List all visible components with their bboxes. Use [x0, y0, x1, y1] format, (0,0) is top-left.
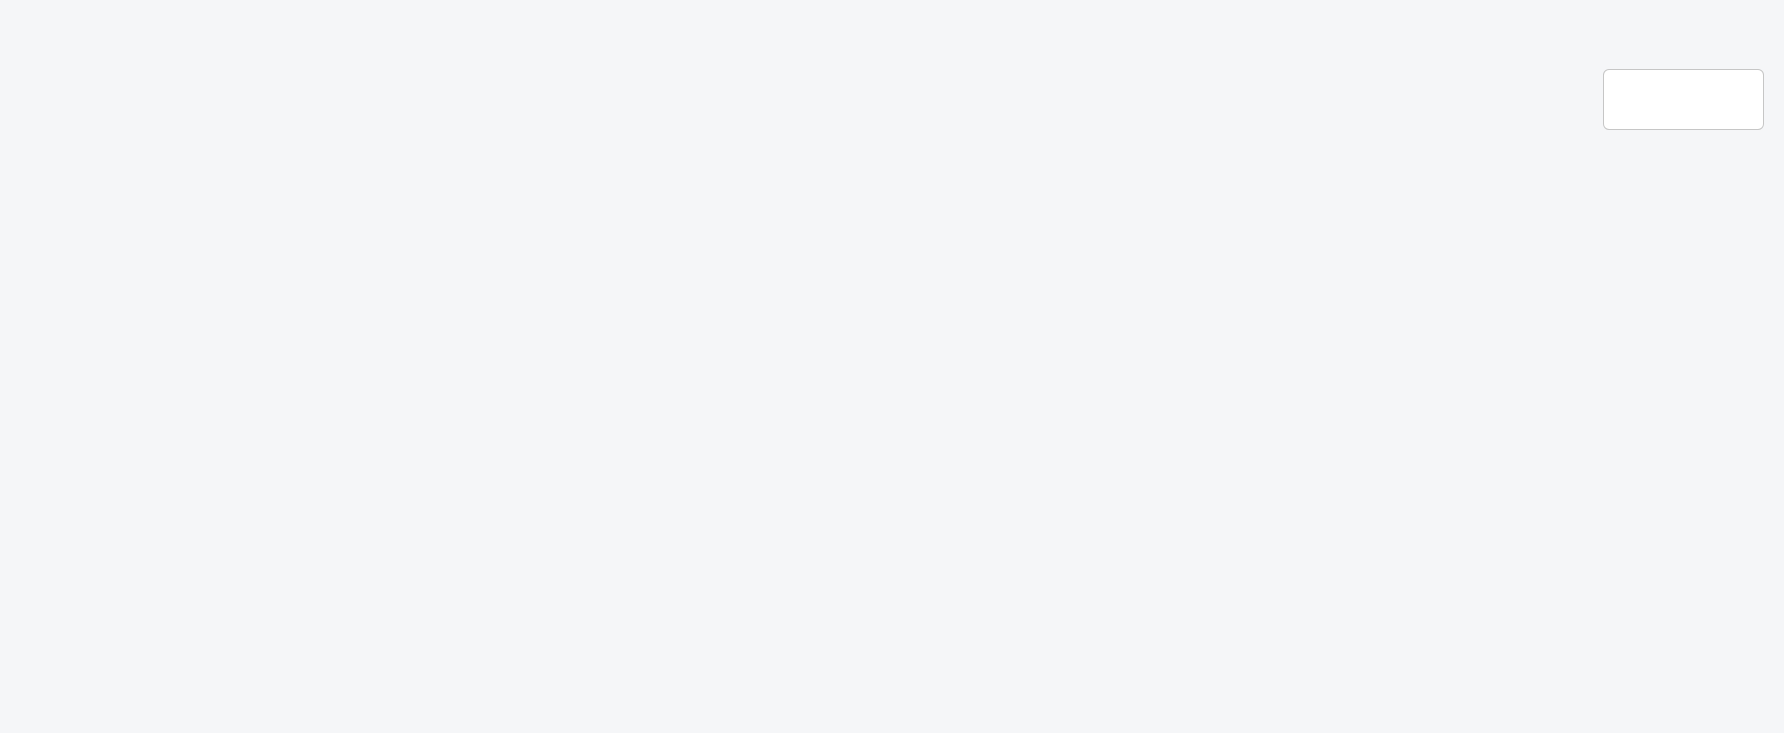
- observed-line-sample: [1614, 112, 1652, 115]
- legend-entry-predicted: [1604, 73, 1763, 100]
- legend-entry-observed: [1604, 100, 1763, 127]
- legend: [1603, 69, 1764, 130]
